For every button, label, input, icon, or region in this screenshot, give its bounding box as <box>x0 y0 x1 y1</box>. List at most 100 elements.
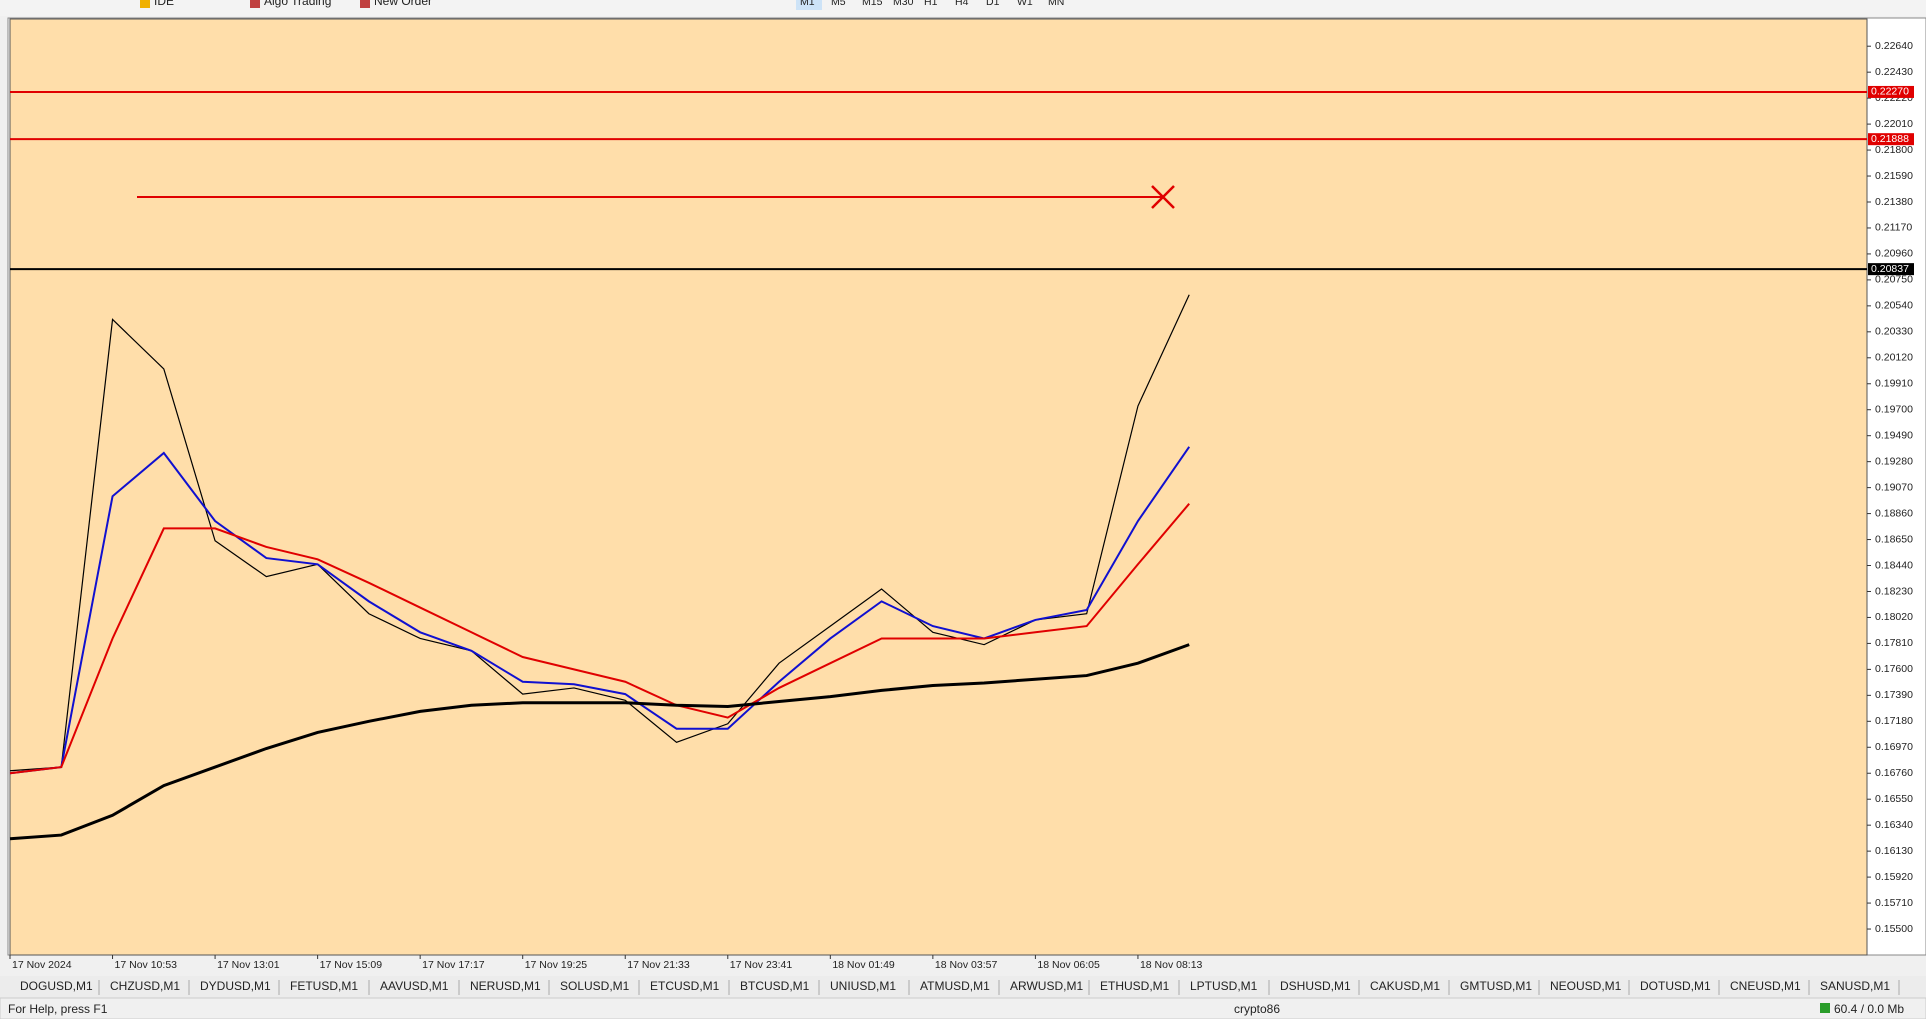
y-tick-label: 0.16130 <box>1875 845 1913 857</box>
y-tick-label: 0.22640 <box>1875 40 1913 52</box>
symbol-tab[interactable]: ARWUSD,M1 <box>1010 979 1083 993</box>
plot-area <box>9 18 1868 956</box>
toolbar-button[interactable]: Algo Trading <box>264 0 331 8</box>
x-tick-label: 17 Nov 23:41 <box>730 959 793 971</box>
price-level-tag <box>1868 263 1914 276</box>
y-tick-label: 0.21800 <box>1875 144 1913 156</box>
symbol-tab[interactable]: CNEUSD,M1 <box>1730 979 1801 993</box>
x-tick-label: 17 Nov 21:33 <box>627 959 690 971</box>
x-tick-label: 17 Nov 19:25 <box>525 959 588 971</box>
y-tick-label: 0.19700 <box>1875 404 1913 416</box>
y-tick-label: 0.16760 <box>1875 767 1913 779</box>
x-tick-label: 17 Nov 2024 <box>12 959 72 971</box>
price-level-tag <box>1868 133 1914 146</box>
toolbar-icon[interactable] <box>360 0 370 8</box>
symbol-tab[interactable]: CHZUSD,M1 <box>110 979 180 993</box>
y-tick-label: 0.20960 <box>1875 248 1913 260</box>
y-tick-label: 0.20540 <box>1875 300 1913 312</box>
y-tick-label: 0.19280 <box>1875 455 1913 467</box>
symbol-tab[interactable]: GMTUSD,M1 <box>1460 979 1532 993</box>
price-line <box>9 503 1190 775</box>
y-tick-label: 0.18440 <box>1875 559 1913 571</box>
price-line <box>9 294 1190 772</box>
timeframe-button[interactable]: W1 <box>1017 0 1033 8</box>
timeframe-button[interactable]: MN <box>1048 0 1064 8</box>
timeframe-active <box>796 0 822 10</box>
toolbar-icon[interactable] <box>250 0 260 8</box>
symbol-tab[interactable]: ETHUSD,M1 <box>1100 979 1170 993</box>
symbol-tab[interactable]: UNIUSD,M1 <box>830 979 896 993</box>
x-tick-label: 17 Nov 17:17 <box>422 959 485 971</box>
y-tick-label: 0.17600 <box>1875 663 1913 675</box>
trend-close-cross[interactable] <box>1151 185 1175 209</box>
x-tick-label: 17 Nov 13:01 <box>217 959 280 971</box>
status-memory: 60.4 / 0.0 Mb <box>1834 1002 1904 1016</box>
y-tick-label: 0.21380 <box>1875 196 1913 208</box>
status-account: crypto86 <box>1234 1002 1280 1016</box>
y-tick-label: 0.20750 <box>1875 274 1913 286</box>
symbol-tab[interactable]: SANUSD,M1 <box>1820 979 1890 993</box>
price-level-label: 0.22270 <box>1871 86 1909 98</box>
symbol-tab[interactable]: ATMUSD,M1 <box>920 979 990 993</box>
symbol-tab[interactable]: BTCUSD,M1 <box>740 979 810 993</box>
tab-bar <box>0 976 1926 998</box>
price-line <box>9 643 1190 841</box>
x-tick-label: 17 Nov 10:53 <box>115 959 178 971</box>
symbol-tab[interactable]: ETCUSD,M1 <box>650 979 720 993</box>
symbol-tab[interactable]: DYDUSD,M1 <box>200 979 271 993</box>
symbol-tab[interactable]: NERUSD,M1 <box>470 979 541 993</box>
y-tick-label: 0.17180 <box>1875 715 1913 727</box>
y-tick-label: 0.15710 <box>1875 897 1913 909</box>
timeframe-button[interactable]: M15 <box>862 0 883 8</box>
symbol-tab[interactable]: DSHUSD,M1 <box>1280 979 1351 993</box>
symbol-tab[interactable]: NEOUSD,M1 <box>1550 979 1622 993</box>
y-tick-label: 0.19070 <box>1875 481 1913 493</box>
symbol-tab[interactable]: DOGUSD,M1 <box>20 979 93 993</box>
timeframe-button[interactable]: M30 <box>893 0 914 8</box>
y-tick-label: 0.17810 <box>1875 637 1913 649</box>
symbol-tab[interactable]: LPTUSD,M1 <box>1190 979 1258 993</box>
x-tick-label: 18 Nov 01:49 <box>832 959 895 971</box>
x-tick-label: 18 Nov 03:57 <box>935 959 998 971</box>
connection-icon <box>1820 1003 1830 1013</box>
symbol-tab[interactable]: FETUSD,M1 <box>290 979 358 993</box>
price-level-label: 0.20837 <box>1871 263 1909 275</box>
x-tick-label: 17 Nov 15:09 <box>320 959 383 971</box>
price-line <box>9 446 1191 775</box>
y-tick-label: 0.18650 <box>1875 533 1913 545</box>
toolbar <box>0 0 1926 16</box>
toolbar-button[interactable]: New Order <box>374 0 432 8</box>
price-level-tag <box>1868 85 1914 98</box>
timeframe-button[interactable]: D1 <box>986 0 1000 8</box>
y-tick-label: 0.16340 <box>1875 819 1913 831</box>
price-level-label: 0.21888 <box>1871 133 1909 145</box>
timeframe-button[interactable]: M1 <box>800 0 815 8</box>
timeframe-button[interactable]: H1 <box>924 0 938 8</box>
x-tick-label: 18 Nov 08:13 <box>1140 959 1203 971</box>
y-tick-label: 0.17390 <box>1875 689 1913 701</box>
timeframe-button[interactable]: M5 <box>831 0 846 8</box>
symbol-tab[interactable]: DOTUSD,M1 <box>1640 979 1711 993</box>
y-tick-label: 0.19490 <box>1875 429 1913 441</box>
symbol-tab[interactable]: CAKUSD,M1 <box>1370 979 1440 993</box>
y-tick-label: 0.16550 <box>1875 793 1913 805</box>
y-tick-label: 0.22430 <box>1875 66 1913 78</box>
y-tick-label: 0.18860 <box>1875 507 1913 519</box>
toolbar-button[interactable]: IDE <box>154 0 174 8</box>
y-tick-label: 0.15920 <box>1875 871 1913 883</box>
toolbar-icon[interactable] <box>140 0 150 8</box>
status-bar <box>0 997 1926 1019</box>
y-tick-label: 0.22010 <box>1875 118 1913 130</box>
symbol-tab[interactable]: AAVUSD,M1 <box>380 979 449 993</box>
y-tick-label: 0.20120 <box>1875 352 1913 364</box>
y-tick-label: 0.16970 <box>1875 741 1913 753</box>
y-tick-label: 0.19910 <box>1875 378 1913 390</box>
y-tick-label: 0.21170 <box>1875 222 1912 234</box>
timeframe-button[interactable]: H4 <box>955 0 969 8</box>
symbol-tab[interactable]: SOLUSD,M1 <box>560 979 630 993</box>
y-tick-label: 0.18020 <box>1875 611 1913 623</box>
y-tick-label: 0.15500 <box>1875 923 1913 935</box>
x-tick-label: 18 Nov 06:05 <box>1037 959 1100 971</box>
status-help: For Help, press F1 <box>8 1002 108 1016</box>
